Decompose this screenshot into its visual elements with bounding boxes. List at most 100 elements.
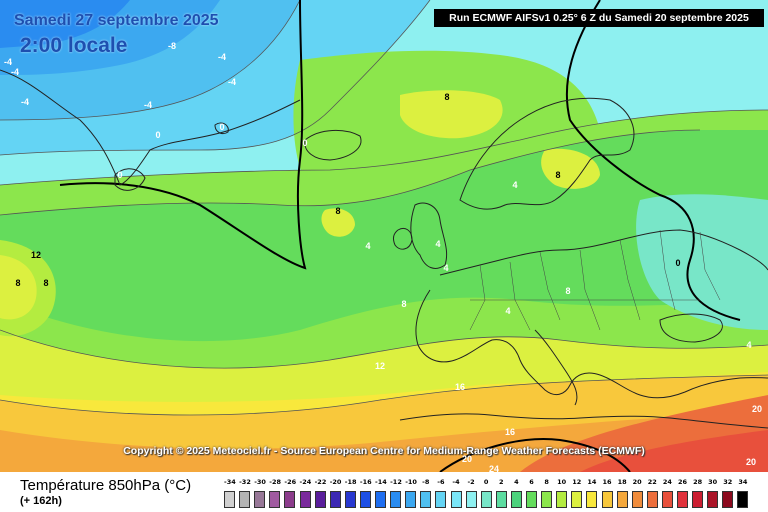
field-band-m8 bbox=[0, 0, 130, 48]
scale-swatch bbox=[661, 491, 673, 508]
field-band-12 bbox=[0, 330, 768, 402]
scale-swatch bbox=[450, 491, 462, 508]
contour-label: 12 bbox=[31, 250, 41, 260]
field-atlantic-warm-b bbox=[0, 255, 37, 320]
scale-tick: -8 bbox=[422, 478, 430, 486]
scale-swatch bbox=[254, 491, 266, 508]
scale-tick: -24 bbox=[299, 478, 312, 486]
scale-tick: -30 bbox=[254, 478, 266, 486]
scale-swatch bbox=[510, 491, 522, 508]
scale-tick: -32 bbox=[239, 478, 251, 486]
scale-tick: 28 bbox=[693, 478, 703, 486]
contour-label: 0 bbox=[302, 138, 307, 148]
contour-label: -4 bbox=[144, 100, 152, 110]
scale-tick: 20 bbox=[632, 478, 642, 486]
field-east-cool bbox=[636, 194, 768, 330]
scale-swatch bbox=[646, 491, 658, 508]
scale-swatch bbox=[405, 491, 417, 508]
scale-swatch bbox=[631, 491, 643, 508]
contour-label: 0 bbox=[117, 170, 122, 180]
copyright-notice: Copyright © 2025 Meteociel.fr - Source E… bbox=[123, 445, 645, 457]
field-band-24 bbox=[580, 430, 768, 472]
scale-tick: 0 bbox=[483, 478, 489, 486]
color-scale: -34 -32 -30 -28 -26 -24 -22 -20 -18 -16 -14 -12 -10-… bbox=[224, 478, 752, 508]
scale-tick: 6 bbox=[529, 478, 534, 486]
scale-tick: 8 bbox=[544, 478, 549, 486]
forecast-map: -8 -4 -4 -4 -4 -4 -4 0 0 0 0 0 8 8 8 12 8 8 4 4 4 4 4 8 8 4 12 16 16… bbox=[0, 0, 768, 472]
scale-swatch bbox=[556, 491, 568, 508]
contour-label: 20 bbox=[462, 454, 472, 464]
valid-date: Samedi 27 septembre 2025 bbox=[14, 12, 219, 29]
contour-label: 8 bbox=[15, 278, 20, 288]
field-warm-patch-baltic bbox=[541, 148, 600, 189]
scale-tick: -14 bbox=[375, 478, 387, 486]
scale-tick: -18 bbox=[344, 478, 357, 486]
contour-label: 8 bbox=[401, 299, 406, 309]
scale-swatch bbox=[359, 491, 371, 508]
contour-label: 4 bbox=[746, 340, 751, 350]
contour-label: 20 bbox=[752, 404, 762, 414]
scale-swatch bbox=[420, 491, 432, 508]
scale-tick: 4 bbox=[514, 478, 519, 486]
contour-label: -4 bbox=[228, 77, 236, 87]
contour-label: 0 bbox=[219, 122, 224, 132]
valid-time: 2:00 locale bbox=[20, 34, 128, 57]
scale-tick: -28 bbox=[269, 478, 282, 486]
scale-swatch bbox=[344, 491, 356, 508]
contour-label: 8 bbox=[444, 92, 449, 102]
scale-swatch bbox=[224, 491, 235, 508]
scale-swatch bbox=[722, 491, 734, 508]
scale-swatch bbox=[465, 491, 477, 508]
scale-swatch bbox=[239, 491, 251, 508]
contour-label: 4 bbox=[435, 239, 440, 249]
scale-swatch bbox=[299, 491, 311, 508]
variable-title: Température 850hPa (°C) bbox=[20, 477, 192, 494]
scale-swatch bbox=[480, 491, 492, 508]
isoline-thick-south bbox=[439, 438, 631, 472]
field-warm-patch-north bbox=[400, 90, 503, 139]
scale-tick: 14 bbox=[587, 478, 597, 486]
scale-tick: -12 bbox=[390, 478, 402, 486]
country-borders bbox=[469, 229, 721, 331]
contour-label: 8 bbox=[335, 206, 340, 216]
scale-swatch bbox=[329, 491, 341, 508]
isoline-thick-east bbox=[565, 0, 741, 321]
lead-time: (+ 162h) bbox=[20, 495, 62, 507]
scale-tick: 2 bbox=[499, 478, 504, 486]
scale-tick: -20 bbox=[329, 478, 342, 486]
run-info-banner: Run ECMWF AIFSv1 0.25° 6 Z du Samedi 20 … bbox=[434, 9, 764, 27]
scale-swatch bbox=[541, 491, 553, 508]
scale-swatch bbox=[375, 491, 386, 508]
scale-tick: 18 bbox=[617, 478, 627, 486]
scale-tick: -22 bbox=[314, 478, 327, 486]
scale-tick: -26 bbox=[284, 478, 297, 486]
scale-tick: 12 bbox=[572, 478, 582, 486]
scale-swatch bbox=[707, 491, 719, 508]
contour-label: 8 bbox=[565, 286, 570, 296]
scale-swatch bbox=[526, 491, 537, 508]
isoline-thick-west bbox=[59, 0, 307, 270]
contour-label: 0 bbox=[155, 130, 160, 140]
contour-label: 4 bbox=[443, 263, 448, 273]
contour-label: -4 bbox=[11, 67, 19, 77]
coastlines bbox=[0, 69, 768, 429]
contour-label: 8 bbox=[43, 278, 48, 288]
contour-label: -4 bbox=[4, 57, 12, 67]
scale-swatch bbox=[571, 491, 583, 508]
scale-tick: 24 bbox=[662, 478, 672, 486]
scale-tick: -2 bbox=[467, 478, 475, 486]
scale-swatch bbox=[314, 491, 326, 508]
scale-tick: 30 bbox=[708, 478, 718, 486]
contour-label: 16 bbox=[455, 382, 465, 392]
scale-swatch bbox=[390, 491, 402, 508]
scale-swatch bbox=[435, 491, 447, 508]
contour-label: 12 bbox=[375, 361, 385, 371]
scale-tick: 16 bbox=[602, 478, 612, 486]
scale-tick: -6 bbox=[437, 478, 445, 486]
scale-tick: 32 bbox=[723, 478, 733, 486]
contour-label: 8 bbox=[555, 170, 560, 180]
scale-swatch bbox=[737, 491, 749, 508]
scale-tick: -10 bbox=[405, 478, 417, 486]
scale-tick: 22 bbox=[647, 478, 657, 486]
